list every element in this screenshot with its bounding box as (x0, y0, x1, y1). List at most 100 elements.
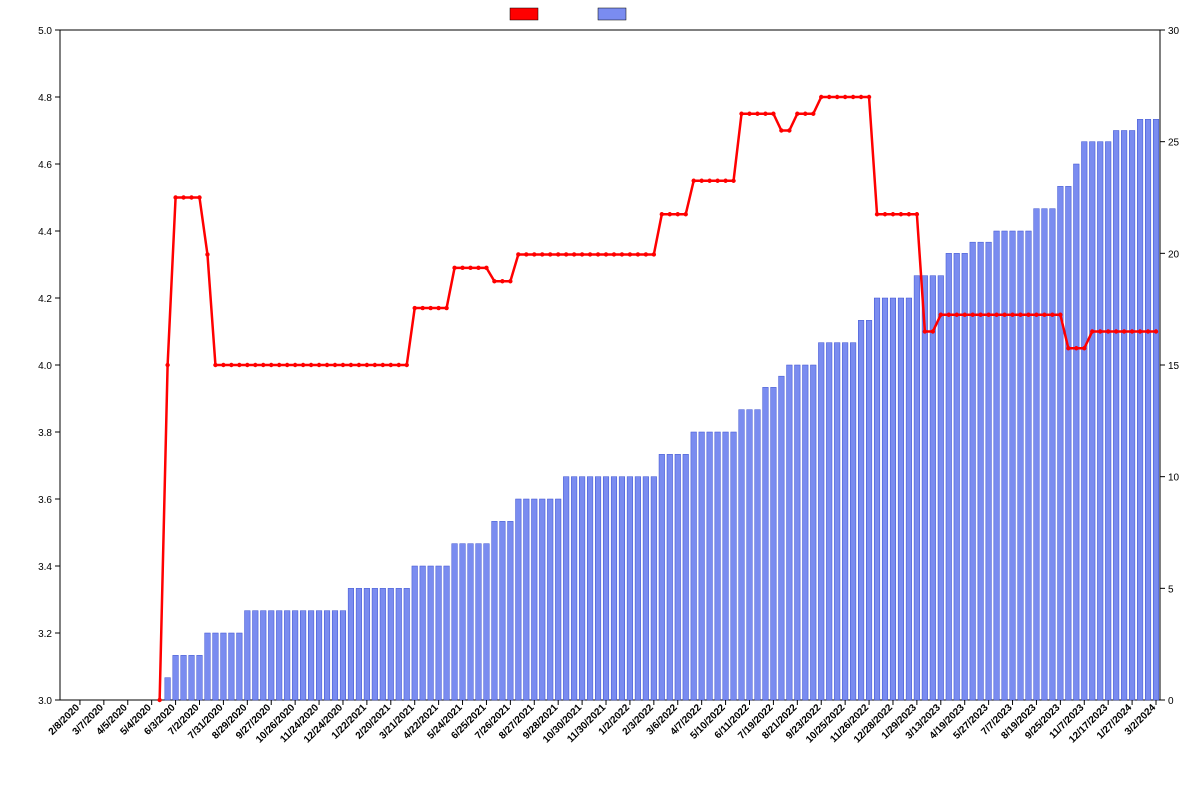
line-marker (444, 306, 448, 310)
bar (1050, 209, 1056, 700)
legend-swatch (598, 8, 626, 20)
bar (978, 242, 984, 700)
line-marker (373, 363, 377, 367)
line-marker (795, 112, 799, 116)
bar (1002, 231, 1008, 700)
line-marker (1018, 313, 1022, 317)
line-marker (691, 179, 695, 183)
bar (380, 588, 386, 700)
line-marker (803, 112, 807, 116)
line-marker (676, 212, 680, 216)
line-marker (580, 252, 584, 256)
line-marker (436, 306, 440, 310)
bar (284, 611, 290, 700)
line-marker (644, 252, 648, 256)
line-marker (1058, 313, 1062, 317)
line-marker (293, 363, 297, 367)
bar (547, 499, 553, 700)
bar (866, 320, 872, 700)
bar (1074, 164, 1080, 700)
line-marker (189, 195, 193, 199)
line-marker (747, 112, 751, 116)
bar (444, 566, 450, 700)
bar (1018, 231, 1024, 700)
line-marker (899, 212, 903, 216)
line-marker (532, 252, 536, 256)
bar (492, 521, 498, 700)
line-marker (1098, 329, 1102, 333)
bar (539, 499, 545, 700)
bar (260, 611, 266, 700)
bar (372, 588, 378, 700)
line-marker (333, 363, 337, 367)
line-marker (1106, 329, 1110, 333)
line-marker (994, 313, 998, 317)
y-right-tick-label: 10 (1168, 473, 1180, 484)
line-marker (931, 329, 935, 333)
line-marker (205, 252, 209, 256)
line-marker (755, 112, 759, 116)
y-right-tick-label: 30 (1168, 26, 1180, 37)
line-marker (365, 363, 369, 367)
bar (356, 588, 362, 700)
bar (667, 454, 673, 700)
line-marker (978, 313, 982, 317)
bar (1010, 231, 1016, 700)
line-marker (612, 252, 616, 256)
bar (946, 253, 952, 700)
bar (300, 611, 306, 700)
bar (1034, 209, 1040, 700)
bar (420, 566, 426, 700)
line-marker (963, 313, 967, 317)
bar (731, 432, 737, 700)
line-marker (1154, 329, 1158, 333)
line-marker (1042, 313, 1046, 317)
bar (388, 588, 394, 700)
line-marker (1090, 329, 1094, 333)
bar (603, 477, 609, 700)
line-marker (851, 95, 855, 99)
bar (715, 432, 721, 700)
line-marker (277, 363, 281, 367)
line-marker (540, 252, 544, 256)
bar (516, 499, 522, 700)
line-marker (923, 329, 927, 333)
bar (627, 477, 633, 700)
bar (555, 499, 561, 700)
bar (587, 477, 593, 700)
bar (253, 611, 259, 700)
line-marker (811, 112, 815, 116)
line-marker (875, 212, 879, 216)
line-marker (771, 112, 775, 116)
line-marker (524, 252, 528, 256)
line-marker (620, 252, 624, 256)
bar (595, 477, 601, 700)
line-marker (420, 306, 424, 310)
bar (340, 611, 346, 700)
bar (364, 588, 370, 700)
bar (396, 588, 402, 700)
line-marker (572, 252, 576, 256)
line-marker (564, 252, 568, 256)
bar (1145, 119, 1151, 700)
line-marker (891, 212, 895, 216)
line-marker (428, 306, 432, 310)
bar (938, 276, 944, 700)
line-marker (907, 212, 911, 216)
bar (436, 566, 442, 700)
bar (348, 588, 354, 700)
line-marker (604, 252, 608, 256)
line-marker (970, 313, 974, 317)
line-marker (660, 212, 664, 216)
bar (1081, 142, 1087, 700)
bar (890, 298, 896, 700)
bar (292, 611, 298, 700)
line-marker (915, 212, 919, 216)
bar (818, 343, 824, 700)
line-marker (317, 363, 321, 367)
bar (332, 611, 338, 700)
line-marker (652, 252, 656, 256)
y-left-tick-label: 3.8 (38, 428, 52, 439)
y-left-tick-label: 3.6 (38, 495, 52, 506)
line-marker (596, 252, 600, 256)
